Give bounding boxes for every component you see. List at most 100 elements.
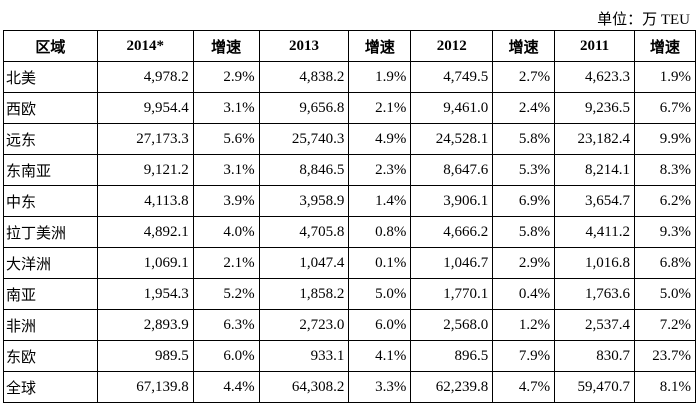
value-cell: 4,892.1 bbox=[96, 216, 194, 248]
value-cell: 6.0% bbox=[192, 340, 260, 372]
value-cell: 5.2% bbox=[192, 278, 260, 310]
table-row: 中东 4,113.8 3.9% 3,958.9 1.4% 3,906.1 6.9% 3,654… bbox=[3, 185, 696, 217]
value-cell: 1.2% bbox=[492, 309, 556, 341]
table-row: 南亚 1,954.3 5.2% 1,858.2 5.0% 1,770.1 0.4% 1,763… bbox=[3, 278, 696, 310]
value-cell: 24,528.1 bbox=[410, 123, 494, 155]
value-cell: 5.3% bbox=[492, 154, 556, 186]
value-cell: 1.4% bbox=[348, 185, 412, 217]
value-cell: 9,461.0 bbox=[410, 92, 494, 124]
value-cell: 23.7% bbox=[634, 340, 696, 372]
region-cell: 中东 bbox=[3, 185, 98, 217]
header-cell: 区域 bbox=[3, 30, 98, 62]
header-cell: 增速 bbox=[192, 30, 260, 62]
value-cell: 4,978.2 bbox=[96, 61, 194, 93]
value-cell: 1,858.2 bbox=[258, 278, 350, 310]
value-cell: 4,705.8 bbox=[258, 216, 350, 248]
header-cell: 增速 bbox=[492, 30, 556, 62]
value-cell: 9.3% bbox=[634, 216, 696, 248]
value-cell: 2.1% bbox=[192, 247, 260, 279]
region-cell: 南亚 bbox=[3, 278, 98, 310]
value-cell: 62,239.8 bbox=[410, 371, 494, 403]
unit-note: 单位：万 TEU bbox=[597, 12, 690, 28]
value-cell: 5.0% bbox=[348, 278, 412, 310]
value-cell: 3,906.1 bbox=[410, 185, 494, 217]
value-cell: 27,173.3 bbox=[96, 123, 194, 155]
value-cell: 4.1% bbox=[348, 340, 412, 372]
value-cell: 1.9% bbox=[348, 61, 412, 93]
value-cell: 8.3% bbox=[634, 154, 696, 186]
value-cell: 5.8% bbox=[492, 123, 556, 155]
region-cell: 远东 bbox=[3, 123, 98, 155]
region-cell: 东欧 bbox=[3, 340, 98, 372]
value-cell: 2.9% bbox=[492, 247, 556, 279]
value-cell: 4.0% bbox=[192, 216, 260, 248]
value-cell: 830.7 bbox=[554, 340, 635, 372]
value-cell: 8,647.6 bbox=[410, 154, 494, 186]
value-cell: 1,770.1 bbox=[410, 278, 494, 310]
value-cell: 9,656.8 bbox=[258, 92, 350, 124]
table-row: 全球 67,139.8 4.4% 64,308.2 3.3% 62,239.8 4.7% 59… bbox=[3, 371, 696, 403]
table-row: 拉丁美洲 4,892.1 4.0% 4,705.8 0.8% 4,666.2 5.8% 4,4… bbox=[3, 216, 696, 248]
value-cell: 5.8% bbox=[492, 216, 556, 248]
value-cell: 23,182.4 bbox=[554, 123, 635, 155]
value-cell: 1,069.1 bbox=[96, 247, 194, 279]
value-cell: 3.1% bbox=[192, 92, 260, 124]
value-cell: 6.2% bbox=[634, 185, 696, 217]
value-cell: 4.9% bbox=[348, 123, 412, 155]
value-cell: 2.7% bbox=[492, 61, 556, 93]
value-cell: 1,046.7 bbox=[410, 247, 494, 279]
value-cell: 2.3% bbox=[348, 154, 412, 186]
table-row: 北美 4,978.2 2.9% 4,838.2 1.9% 4,749.5 2.7% 4,623… bbox=[3, 61, 696, 93]
value-cell: 4,666.2 bbox=[410, 216, 494, 248]
table-body: 北美 4,978.2 2.9% 4,838.2 1.9% 4,749.5 2.7% 4,623… bbox=[3, 61, 696, 403]
value-cell: 4,411.2 bbox=[554, 216, 635, 248]
header-cell: 增速 bbox=[348, 30, 412, 62]
header-cell: 增速 bbox=[634, 30, 696, 62]
value-cell: 9,236.5 bbox=[554, 92, 635, 124]
value-cell: 64,308.2 bbox=[258, 371, 350, 403]
value-cell: 6.9% bbox=[492, 185, 556, 217]
value-cell: 4,623.3 bbox=[554, 61, 635, 93]
value-cell: 1,954.3 bbox=[96, 278, 194, 310]
value-cell: 7.2% bbox=[634, 309, 696, 341]
value-cell: 933.1 bbox=[258, 340, 350, 372]
value-cell: 4,838.2 bbox=[258, 61, 350, 93]
value-cell: 0.8% bbox=[348, 216, 412, 248]
value-cell: 4,113.8 bbox=[96, 185, 194, 217]
value-cell: 3,654.7 bbox=[554, 185, 635, 217]
value-cell: 8.1% bbox=[634, 371, 696, 403]
region-cell: 北美 bbox=[3, 61, 98, 93]
value-cell: 1.9% bbox=[634, 61, 696, 93]
region-cell: 西欧 bbox=[3, 92, 98, 124]
header-cell: 2014* bbox=[96, 30, 194, 62]
value-cell: 59,470.7 bbox=[554, 371, 635, 403]
value-cell: 9.9% bbox=[634, 123, 696, 155]
value-cell: 4,749.5 bbox=[410, 61, 494, 93]
value-cell: 2,568.0 bbox=[410, 309, 494, 341]
table-row: 西欧 9,954.4 3.1% 9,656.8 2.1% 9,461.0 2.4% 9,236… bbox=[3, 92, 696, 124]
value-cell: 9,954.4 bbox=[96, 92, 194, 124]
value-cell: 5.0% bbox=[634, 278, 696, 310]
region-cell: 全球 bbox=[3, 371, 98, 403]
header-row: 区域 2014* 增速 2013 增速 2012 增速 2011 增速 bbox=[3, 30, 696, 62]
value-cell: 2.4% bbox=[492, 92, 556, 124]
table-row: 大洋洲 1,069.1 2.1% 1,047.4 0.1% 1,046.7 2.9% 1,01… bbox=[3, 247, 696, 279]
value-cell: 7.9% bbox=[492, 340, 556, 372]
value-cell: 4.7% bbox=[492, 371, 556, 403]
value-cell: 9,121.2 bbox=[96, 154, 194, 186]
value-cell: 989.5 bbox=[96, 340, 194, 372]
value-cell: 25,740.3 bbox=[258, 123, 350, 155]
value-cell: 8,846.5 bbox=[258, 154, 350, 186]
value-cell: 896.5 bbox=[410, 340, 494, 372]
table-row: 非洲 2,893.9 6.3% 2,723.0 6.0% 2,568.0 1.2% 2,537… bbox=[3, 309, 696, 341]
value-cell: 5.6% bbox=[192, 123, 260, 155]
value-cell: 2,537.4 bbox=[554, 309, 635, 341]
value-cell: 0.4% bbox=[492, 278, 556, 310]
value-cell: 3.1% bbox=[192, 154, 260, 186]
value-cell: 3.9% bbox=[192, 185, 260, 217]
data-table: 区域 2014* 增速 2013 增速 2012 增速 2011 增速 北美 4,978.2 2.9… bbox=[3, 30, 696, 403]
value-cell: 0.1% bbox=[348, 247, 412, 279]
value-cell: 1,763.6 bbox=[554, 278, 635, 310]
region-cell: 东南亚 bbox=[3, 154, 98, 186]
